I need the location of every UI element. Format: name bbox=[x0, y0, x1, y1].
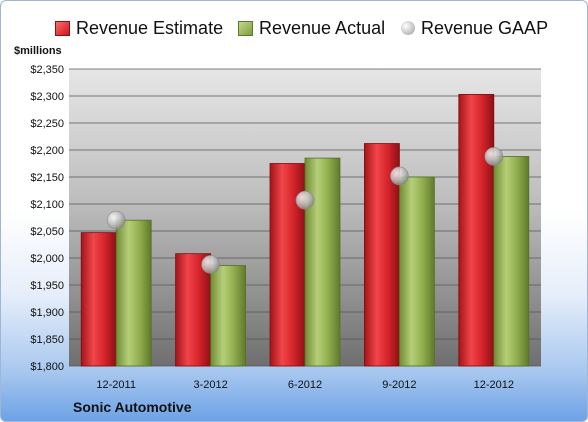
legend-swatch-gaap bbox=[401, 21, 415, 35]
x-tick-label: 12-2011 bbox=[96, 379, 136, 391]
y-tick-label: $1,900 bbox=[30, 307, 64, 319]
bar-revenue-estimate bbox=[458, 93, 495, 367]
x-tick-label: 9-2012 bbox=[382, 379, 416, 391]
bar-revenue-actual bbox=[398, 176, 435, 367]
gaap-markers bbox=[106, 147, 504, 274]
bar-revenue-estimate bbox=[269, 163, 306, 367]
company-name: Sonic Automotive bbox=[73, 399, 192, 415]
gaap-marker bbox=[390, 166, 409, 186]
y-tick-label: $2,350 bbox=[30, 64, 64, 76]
y-axis-ticks: $1,800 $1,850 $1,900 $1,950 $2,000 $2,050 $2,1… bbox=[30, 64, 64, 373]
legend-label-actual: Revenue Actual bbox=[259, 17, 386, 38]
legend-item-estimate: Revenue Estimate bbox=[55, 15, 223, 41]
y-tick-label: $2,250 bbox=[30, 118, 64, 130]
gaap-marker bbox=[201, 255, 220, 274]
y-tick-label: $2,150 bbox=[30, 172, 64, 184]
legend-item-actual: Revenue Actual bbox=[238, 15, 385, 41]
x-tick-label: 3-2012 bbox=[193, 379, 227, 391]
bar-revenue-estimate bbox=[175, 253, 212, 367]
y-tick-label: $1,800 bbox=[30, 361, 64, 373]
x-axis-ticks: 12-2011 3-2012 6-2012 9-2012 12-2012 bbox=[96, 379, 514, 391]
legend-label-gaap: Revenue GAAP bbox=[421, 17, 549, 38]
bar-revenue-actual bbox=[210, 265, 247, 367]
y-tick-label: $1,850 bbox=[30, 334, 64, 346]
legend-swatch-actual bbox=[238, 20, 253, 36]
y-tick-label: $1,950 bbox=[30, 280, 64, 292]
legend-item-gaap: Revenue GAAP bbox=[401, 15, 548, 41]
y-tick-label: $2,050 bbox=[30, 226, 64, 238]
bar-revenue-actual bbox=[304, 157, 341, 367]
bars bbox=[80, 93, 530, 367]
y-tick-label: $2,100 bbox=[30, 199, 64, 211]
bar-revenue-actual bbox=[115, 219, 152, 367]
legend-swatch-estimate bbox=[55, 20, 70, 36]
gaap-marker bbox=[295, 190, 315, 210]
x-tick-label: 6-2012 bbox=[288, 379, 322, 391]
y-axis-unit-label: $millions bbox=[14, 45, 62, 57]
legend: Revenue Estimate Revenue Actual Revenue … bbox=[1, 15, 587, 41]
y-tick-label: $2,000 bbox=[30, 253, 64, 265]
y-tick-label: $2,200 bbox=[30, 145, 64, 157]
bar-revenue-estimate bbox=[80, 232, 117, 367]
y-tick-label: $2,300 bbox=[30, 91, 64, 103]
legend-label-estimate: Revenue Estimate bbox=[76, 17, 224, 38]
x-tick-label: 12-2012 bbox=[474, 379, 514, 391]
bar-revenue-actual bbox=[493, 156, 530, 367]
gaap-marker bbox=[106, 210, 126, 230]
gaap-marker bbox=[484, 147, 504, 166]
